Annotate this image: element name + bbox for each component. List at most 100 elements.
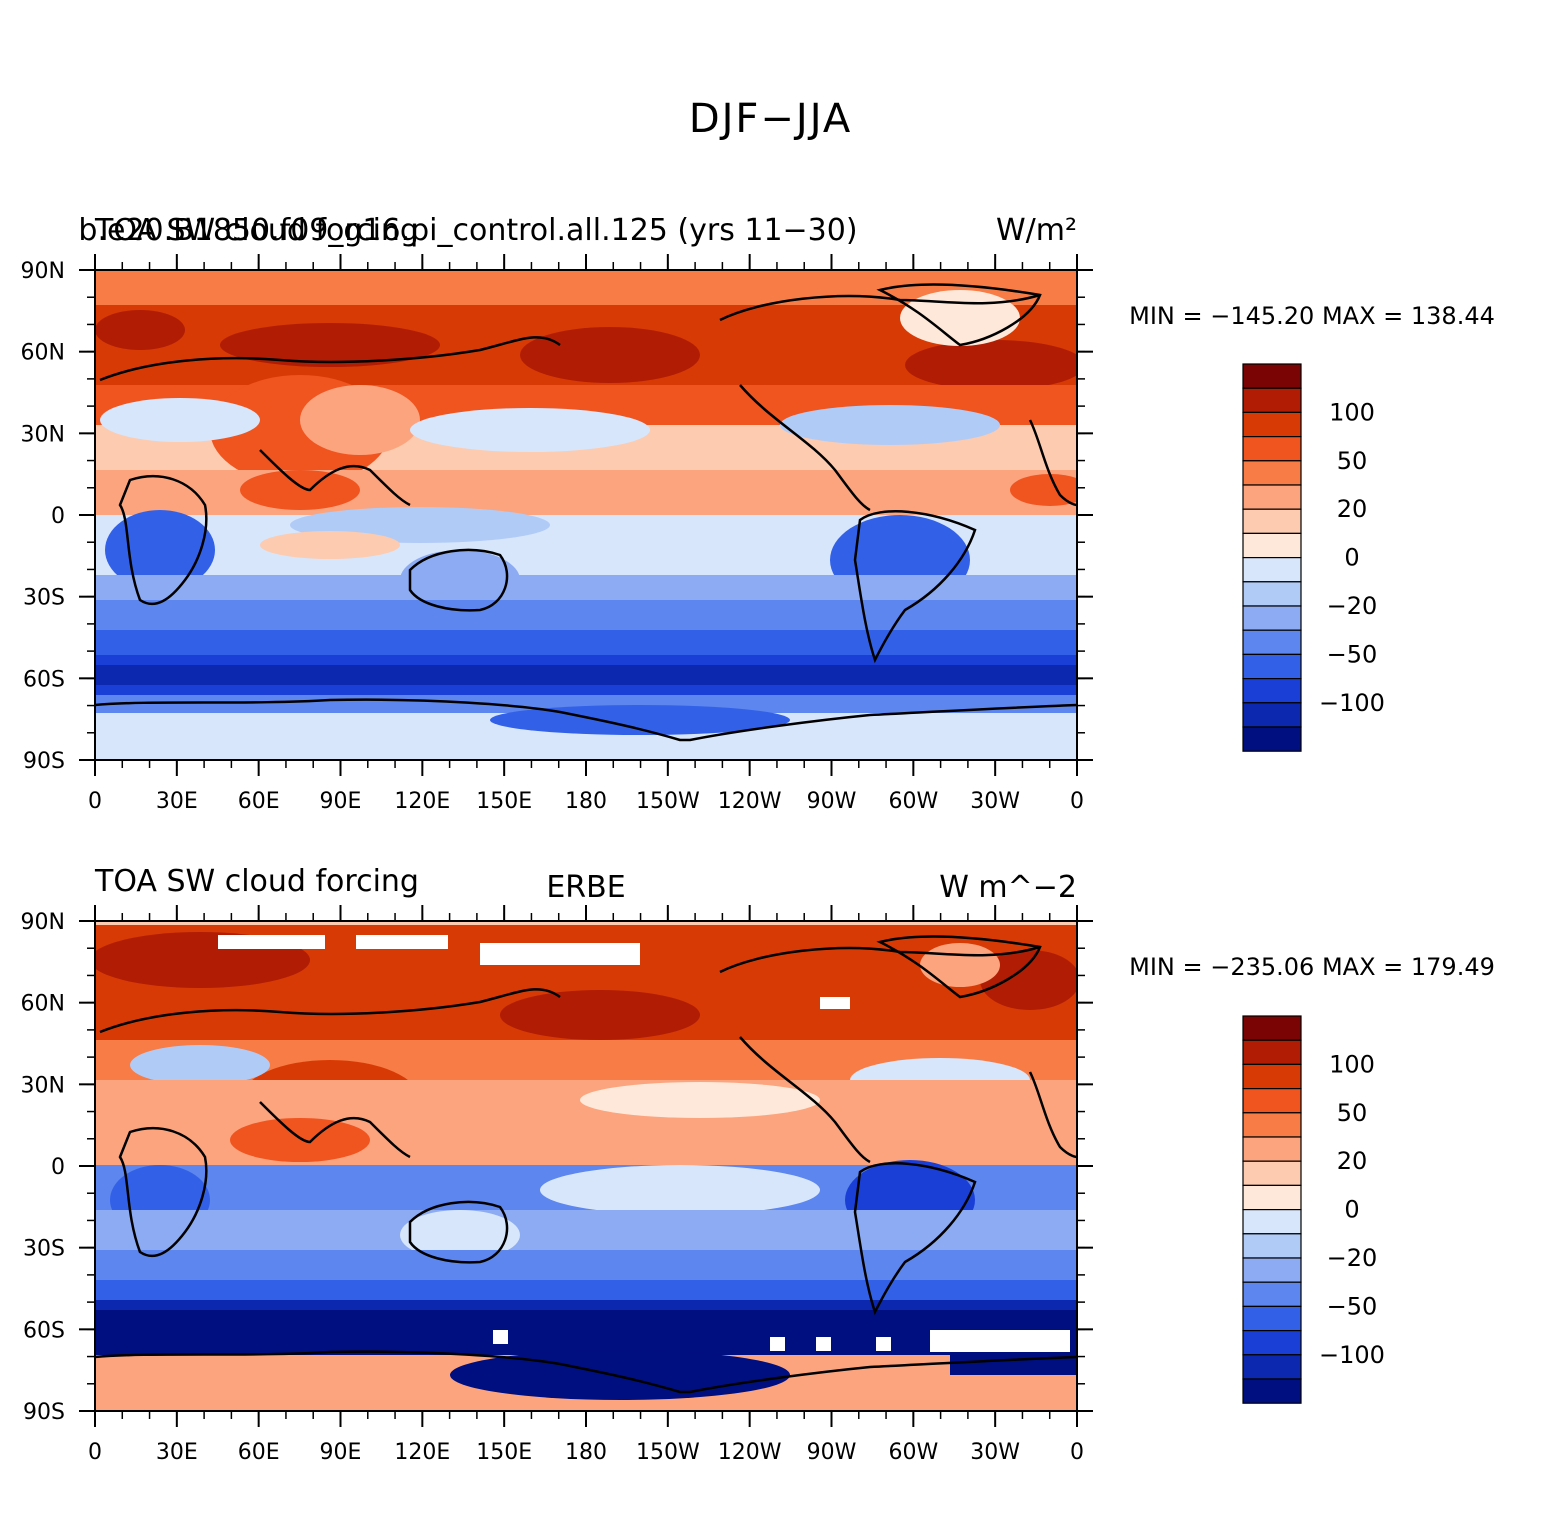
colorbar-swatch	[1242, 653, 1302, 680]
lon-tick-label: 60W	[888, 1440, 938, 1465]
colorbar-label: −20	[1327, 592, 1378, 620]
colorbar-swatch	[1242, 1305, 1302, 1332]
colorbar-swatch	[1242, 460, 1302, 486]
figure-title: DJF−JJA	[688, 96, 853, 142]
minmax-label: MIN = −145.20 MAX = 138.44	[1129, 302, 1495, 330]
colorbar-swatch	[1242, 1354, 1302, 1380]
colorbar-swatch	[1242, 363, 1302, 389]
lat-tick-label: 0	[51, 1155, 65, 1180]
lon-tick-label: 120E	[394, 789, 450, 814]
colorbar-swatch	[1242, 508, 1302, 535]
colorbar-swatch	[1242, 629, 1302, 656]
colorbar-label: 20	[1337, 1147, 1368, 1175]
lon-tick-label: 120E	[394, 1440, 450, 1465]
lon-tick-label: 150W	[636, 1440, 700, 1465]
lon-tick-label: 0	[1070, 789, 1084, 814]
colorbar-swatch	[1242, 726, 1302, 752]
lat-tick-label: 0	[51, 504, 65, 529]
colorbar-swatch	[1242, 1160, 1302, 1186]
lat-tick-label: 60N	[21, 341, 65, 366]
lon-tick-label: 60E	[238, 789, 280, 814]
lon-tick-label: 0	[1070, 1440, 1084, 1465]
colorbar-swatch	[1242, 1112, 1302, 1138]
colorbar-swatch	[1242, 1208, 1302, 1235]
colorbar-label: 100	[1329, 1050, 1375, 1078]
lon-tick-label: 90E	[320, 1440, 362, 1465]
colorbar-swatch	[1242, 677, 1302, 704]
colorbar-swatch	[1242, 1063, 1302, 1090]
panel-center-title: ERBE	[546, 870, 625, 905]
lat-tick-label: 90S	[23, 749, 65, 774]
lon-tick-label: 180	[565, 789, 607, 814]
colorbar-swatch	[1242, 484, 1302, 510]
lat-tick-label: 90N	[21, 259, 65, 284]
lat-axis: 90N 60N 30N 0 30S 60S 90S	[21, 259, 1093, 774]
lat-tick-label: 60S	[23, 1318, 65, 1343]
lon-tick-label: 120W	[718, 1440, 782, 1465]
colorbar-swatch	[1242, 387, 1302, 414]
panel-units: W m^−2	[939, 870, 1077, 905]
colorbar-swatch	[1242, 605, 1302, 631]
colorbar-swatch	[1242, 1015, 1302, 1041]
colorbar-label: −50	[1327, 640, 1378, 668]
colorbar-swatch	[1242, 1087, 1302, 1114]
colorbar-label: 0	[1344, 1196, 1359, 1224]
lat-tick-label: 60N	[21, 992, 65, 1017]
lon-tick-label: 150E	[476, 789, 532, 814]
colorbar: 100 50 20 0 −20 −50 −100	[1242, 363, 1385, 752]
field-map	[95, 921, 1077, 1411]
colorbar-swatch	[1242, 436, 1302, 462]
lon-tick-label: 30W	[970, 1440, 1020, 1465]
colorbar-swatch	[1242, 1257, 1302, 1283]
lon-tick-label: 90W	[807, 789, 857, 814]
colorbar-label: 50	[1337, 1099, 1368, 1127]
colorbar-label: 50	[1337, 447, 1368, 475]
lon-tick-label: 0	[88, 1440, 102, 1465]
minmax-label: MIN = −235.06 MAX = 179.49	[1129, 953, 1495, 981]
colorbar-swatch	[1242, 556, 1302, 583]
lon-tick-label: 30E	[156, 789, 198, 814]
colorbar-swatch	[1242, 702, 1302, 728]
panel-units: W/m²	[996, 213, 1077, 248]
lat-tick-label: 30N	[21, 1073, 65, 1098]
colorbar-swatch	[1242, 1184, 1302, 1211]
lon-tick-label: 150E	[476, 1440, 532, 1465]
colorbar-swatch	[1242, 1281, 1302, 1307]
lon-axis: 0 30E 60E 90E 120E 150E 180 150W 120W 90W 60W 30W 0	[88, 905, 1084, 1465]
colorbar: 100 50 20 0 −20 −50 −100	[1242, 1015, 1385, 1404]
lat-axis: 90N 60N 30N 0 30S 60S 90S	[21, 910, 1093, 1425]
lon-tick-label: 30W	[970, 789, 1020, 814]
colorbar-swatch	[1242, 411, 1302, 438]
colorbar-swatch	[1242, 1039, 1302, 1065]
colorbar-label: −100	[1319, 1341, 1385, 1369]
lon-tick-label: 180	[565, 1440, 607, 1465]
lon-tick-label: 120W	[718, 789, 782, 814]
lon-tick-label: 60W	[888, 789, 938, 814]
colorbar-label: 20	[1337, 495, 1368, 523]
colorbar-swatch	[1242, 1329, 1302, 1356]
lat-tick-label: 30S	[23, 1237, 65, 1262]
colorbar-swatch	[1242, 1136, 1302, 1162]
lat-tick-label: 30N	[21, 422, 65, 447]
colorbar-swatch	[1242, 532, 1302, 559]
lon-tick-label: 90E	[320, 789, 362, 814]
lat-tick-label: 60S	[23, 667, 65, 692]
colorbar-swatch	[1242, 581, 1302, 607]
lon-tick-label: 150W	[636, 789, 700, 814]
colorbar-label: 100	[1329, 398, 1375, 426]
colorbar-label: −100	[1319, 689, 1385, 717]
colorbar-label: −20	[1327, 1244, 1378, 1272]
panel-left-title: TOA SW cloud forcing	[94, 864, 419, 899]
panel-center-title: b.e20.B1850.f09_g16.pi_control.all.125 (…	[78, 213, 857, 248]
field-map	[95, 270, 1077, 760]
lon-axis: 0 30E 60E 90E 120E 150E 180 150W 120W 90W 60W 30W 0	[88, 254, 1084, 814]
panel-observation: TOA SW cloud forcing ERBE W m^−2	[21, 864, 1495, 1465]
colorbar-label: −50	[1327, 1292, 1378, 1320]
panel-left-title: TOA SW cloud forcing	[94, 213, 419, 248]
panel-model: TOA SW cloud forcing b.e20.B1850.f09_g16…	[21, 213, 1495, 814]
lat-tick-label: 30S	[23, 586, 65, 611]
lon-tick-label: 30E	[156, 1440, 198, 1465]
lon-tick-label: 90W	[807, 1440, 857, 1465]
lat-tick-label: 90S	[23, 1400, 65, 1425]
colorbar-swatch	[1242, 1378, 1302, 1404]
